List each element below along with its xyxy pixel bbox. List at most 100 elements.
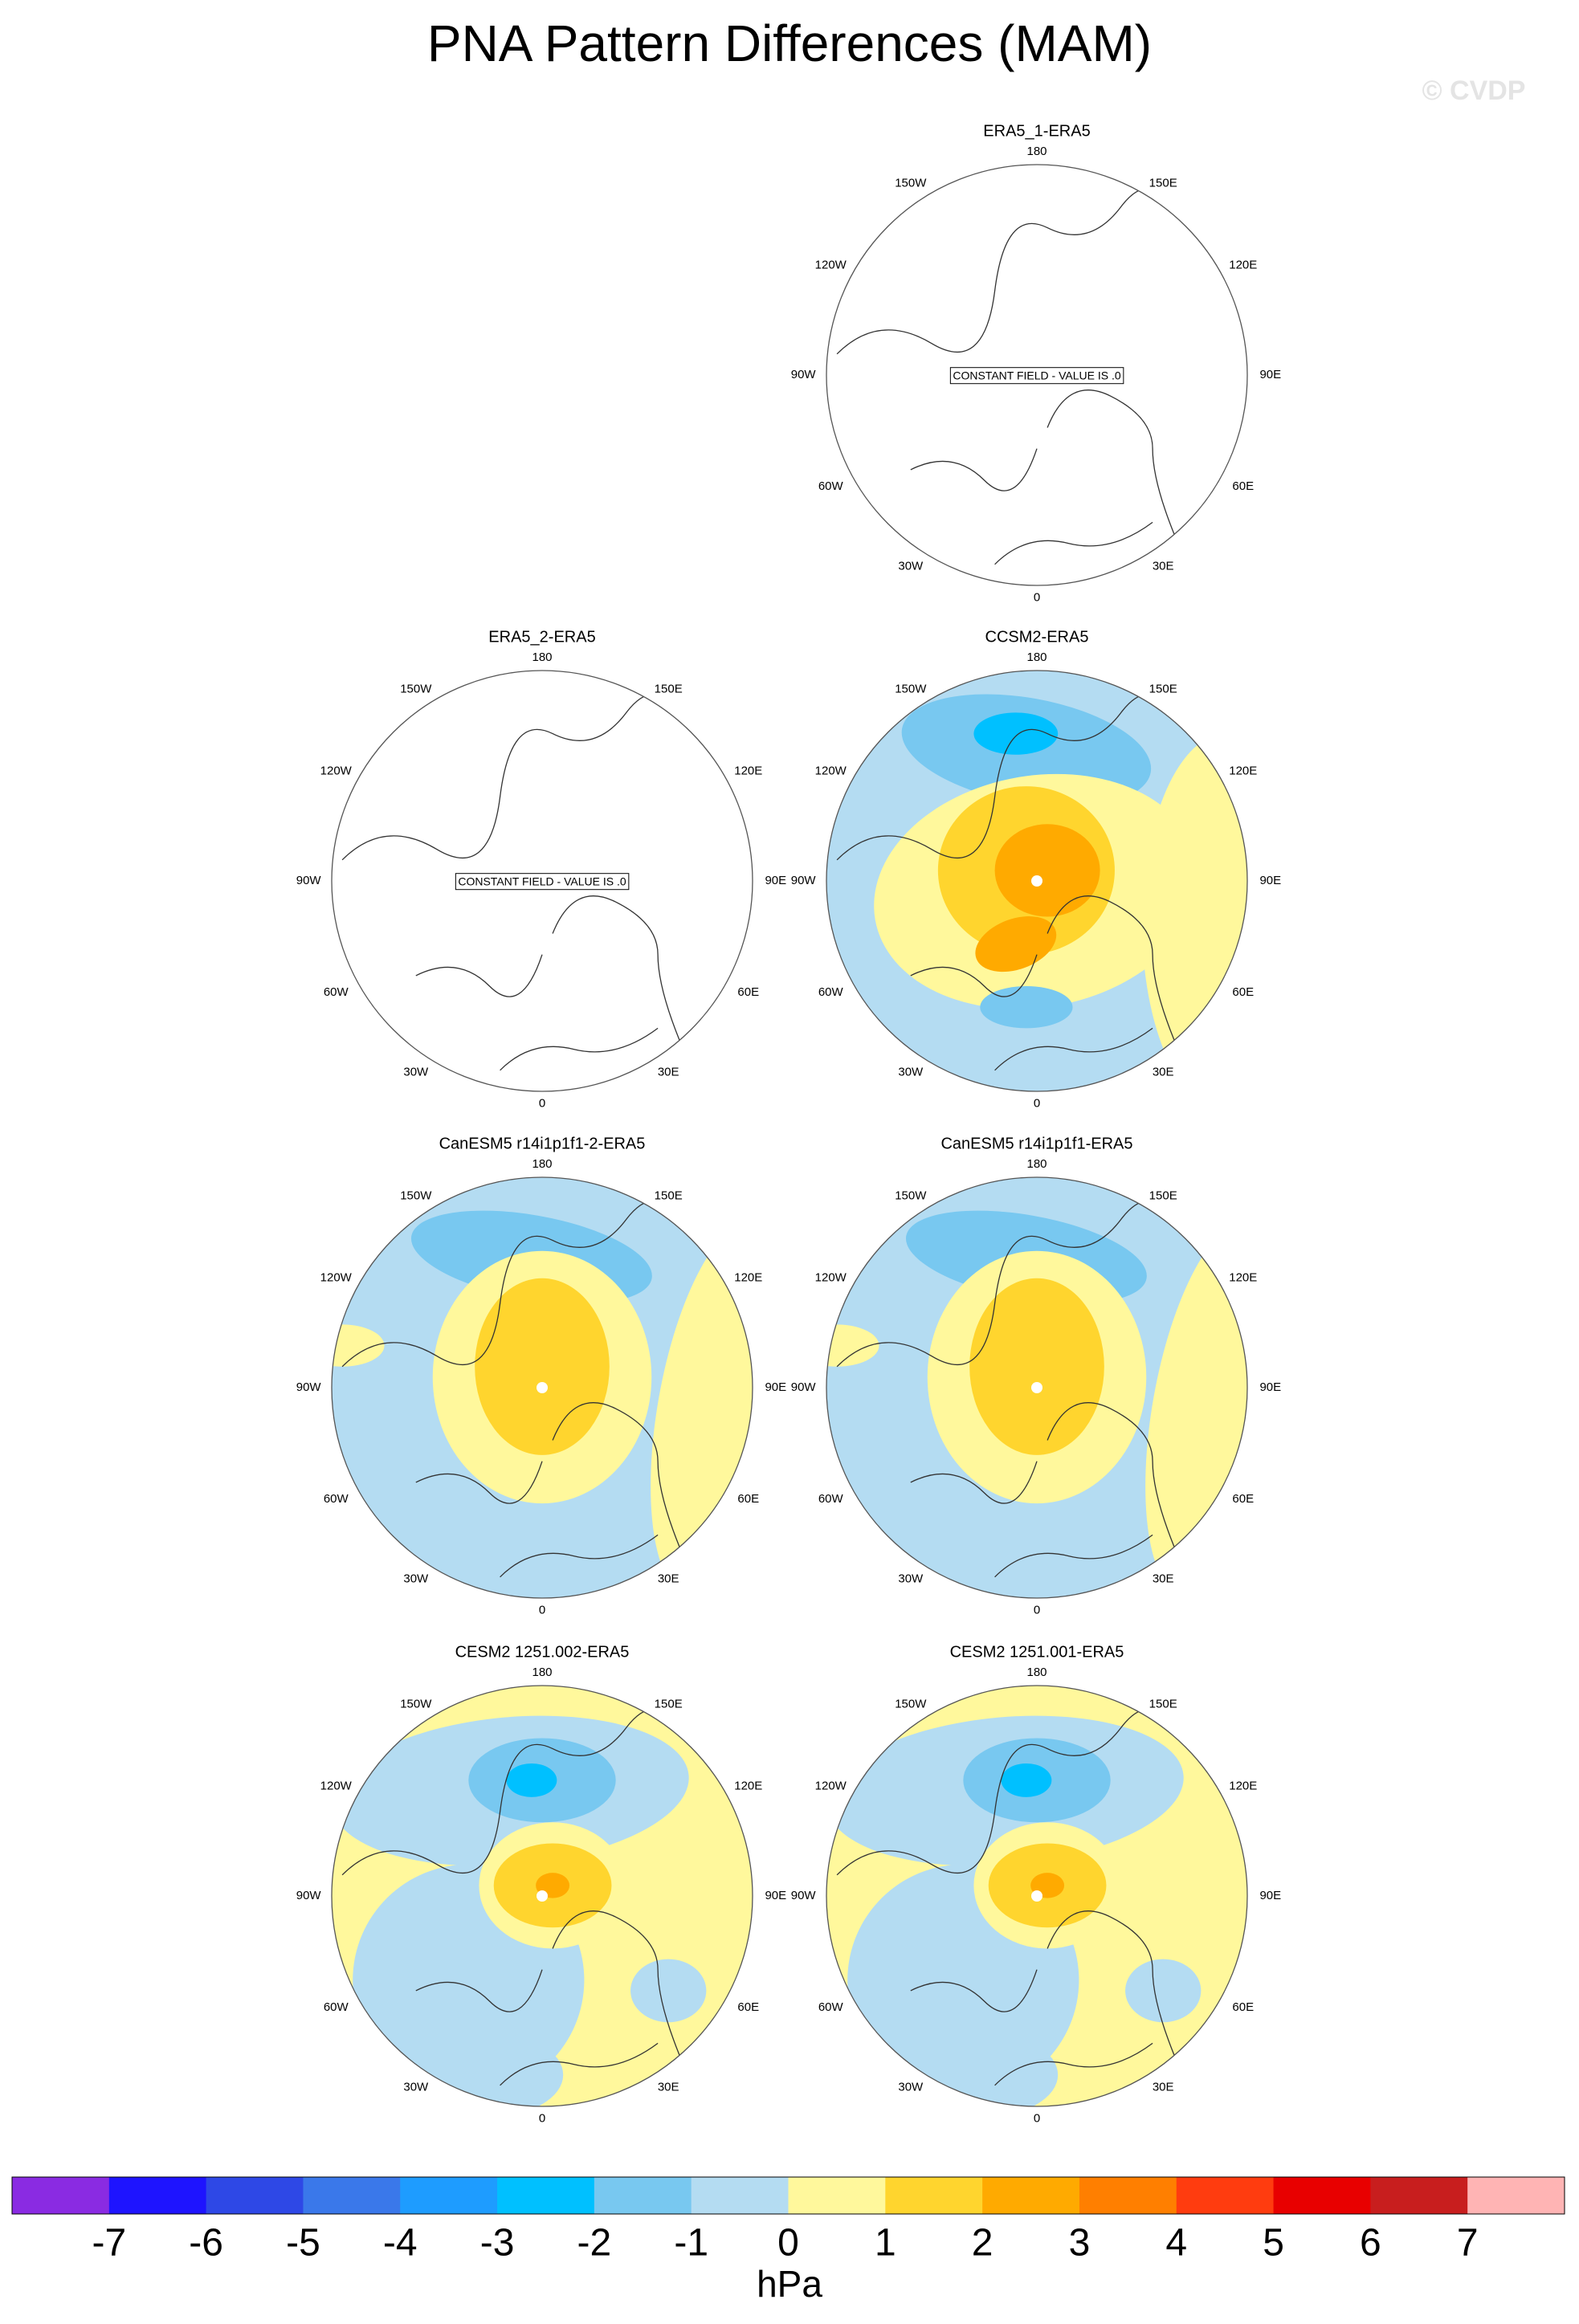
lon-label: 60E bbox=[737, 2000, 759, 2014]
colorbar-tick-label: 4 bbox=[1165, 2222, 1187, 2265]
lon-label: 150E bbox=[655, 1698, 683, 1711]
lon-label: 150W bbox=[400, 1189, 432, 1203]
lon-label: 30W bbox=[898, 1065, 924, 1078]
colorbar-box bbox=[594, 2177, 692, 2214]
lon-label: 120E bbox=[1229, 259, 1257, 272]
colorbar-tick-label: 6 bbox=[1360, 2222, 1381, 2265]
colorbar-label: hPa bbox=[757, 2263, 822, 2305]
lon-label: 90E bbox=[765, 874, 786, 887]
colorbar-tick-label: 5 bbox=[1263, 2222, 1284, 2265]
lon-label: 120E bbox=[1229, 1780, 1257, 1793]
colorbar-tick-label: 0 bbox=[777, 2222, 799, 2265]
lon-label: 90E bbox=[1259, 874, 1281, 887]
colorbar-tick-label: 7 bbox=[1457, 2222, 1479, 2265]
map-panel: CCSM2-ERA5 180 150W 150E 120W 120E 90W 90E 60W 60… bbox=[791, 628, 1281, 1110]
lon-label: 30E bbox=[1153, 1065, 1174, 1078]
lon-label: 120W bbox=[815, 1780, 847, 1793]
colorbar-tick-label: -3 bbox=[480, 2222, 515, 2265]
lon-label: 60W bbox=[818, 479, 844, 493]
lon-label: 60E bbox=[737, 985, 759, 999]
lon-label: 90W bbox=[791, 368, 817, 381]
lon-label: 60E bbox=[1232, 479, 1254, 493]
shading bbox=[332, 1177, 753, 1598]
coastline bbox=[836, 186, 1238, 585]
lon-label: 180 bbox=[532, 1157, 552, 1171]
lon-label: 120W bbox=[320, 1271, 353, 1285]
shade-region bbox=[1125, 1959, 1202, 2023]
shade-region bbox=[475, 1278, 610, 1455]
shade-region bbox=[910, 2032, 1059, 2106]
lon-label: 60W bbox=[818, 2000, 844, 2014]
shade-region bbox=[1145, 1221, 1247, 1596]
coastline bbox=[341, 691, 743, 1091]
shading bbox=[826, 671, 1247, 1091]
colorbar-box bbox=[1273, 2177, 1371, 2214]
colorbar-tick-label: 2 bbox=[972, 2222, 994, 2265]
lon-label: 150E bbox=[655, 1189, 683, 1203]
lon-label: 30W bbox=[898, 1572, 924, 1585]
lon-label: 30W bbox=[403, 1572, 429, 1585]
map-border bbox=[331, 1685, 753, 2107]
note-box bbox=[949, 367, 1124, 385]
map-panel: ERA5_2-ERA5 180 150W 150E 120W 120E 90W 90E 60W 6… bbox=[296, 628, 786, 1110]
colorbar-tick-label: -1 bbox=[674, 2222, 708, 2265]
colorbar-tick-label: -4 bbox=[383, 2222, 418, 2265]
colorbar-frame bbox=[11, 2176, 1565, 2215]
lon-label: 180 bbox=[1026, 145, 1047, 158]
shading bbox=[826, 1686, 1247, 2106]
colorbar-box bbox=[206, 2177, 304, 2214]
lon-label: 150W bbox=[895, 683, 927, 696]
lon-label: 90W bbox=[791, 1380, 817, 1394]
lon-label: 150E bbox=[655, 683, 683, 696]
figure-title: PNA Pattern Differences (MAM) bbox=[427, 14, 1152, 72]
colorbar-box bbox=[1079, 2177, 1177, 2214]
shade-region bbox=[415, 2032, 564, 2106]
shade-region bbox=[332, 1324, 385, 1367]
lon-label: 90W bbox=[296, 874, 322, 887]
lon-label: 60W bbox=[324, 1492, 349, 1506]
lon-label: 30E bbox=[1153, 1572, 1174, 1585]
panel-title: ERA5_2-ERA5 bbox=[488, 628, 595, 646]
lon-label: 60W bbox=[818, 985, 844, 999]
colorbar-box bbox=[1467, 2177, 1565, 2214]
map-border bbox=[826, 1685, 1248, 2107]
lon-label: 180 bbox=[1026, 1157, 1047, 1171]
colorbar-box bbox=[788, 2177, 886, 2214]
map-border bbox=[826, 164, 1248, 586]
panel-title: CanESM5 r14i1p1f1-ERA5 bbox=[940, 1135, 1132, 1152]
lon-label: 60E bbox=[1232, 1492, 1254, 1506]
panel-title: CanESM5 r14i1p1f1-2-ERA5 bbox=[439, 1135, 646, 1152]
lon-label: 90E bbox=[1259, 368, 1281, 381]
lon-label: 120W bbox=[320, 764, 353, 778]
colorbar-box bbox=[1176, 2177, 1275, 2214]
lon-label: 0 bbox=[1034, 1604, 1040, 1617]
map-panel: CanESM5 r14i1p1f1-2-ERA5 180 150W 150E 120W 1… bbox=[296, 1135, 786, 1617]
map-border bbox=[826, 1176, 1248, 1599]
lon-label: 120E bbox=[734, 1780, 762, 1793]
panel-title: CESM2 1251.002-ERA5 bbox=[455, 1643, 630, 1661]
note-box bbox=[455, 873, 630, 891]
map-panel: CanESM5 r14i1p1f1-ERA5 180 150W 150E 120W 120… bbox=[791, 1135, 1281, 1617]
lon-label: 180 bbox=[532, 650, 552, 664]
lon-label: 150W bbox=[400, 1698, 432, 1711]
lon-label: 150W bbox=[895, 1189, 927, 1203]
lon-label: 30W bbox=[898, 2080, 924, 2094]
colorbar-tick-label: -6 bbox=[189, 2222, 223, 2265]
lon-label: 120E bbox=[1229, 1271, 1257, 1285]
colorbar-box bbox=[982, 2177, 1080, 2214]
shade-region bbox=[973, 712, 1059, 755]
map-border bbox=[331, 1176, 753, 1599]
lon-label: 180 bbox=[532, 1666, 552, 1679]
coastline bbox=[836, 1706, 1238, 2106]
colorbar-tick-label: 3 bbox=[1069, 2222, 1091, 2265]
shade-region bbox=[651, 1221, 753, 1596]
lon-label: 120W bbox=[815, 259, 847, 272]
lon-label: 150E bbox=[1149, 1698, 1177, 1711]
lon-label: 60E bbox=[737, 1492, 759, 1506]
lon-label: 60W bbox=[818, 1492, 844, 1506]
lon-label: 30E bbox=[658, 1065, 679, 1078]
colorbar-box bbox=[400, 2177, 498, 2214]
lon-label: 30W bbox=[403, 1065, 429, 1078]
map-panel: CESM2 1251.002-ERA5 180 150W 150E 120W 120E 90… bbox=[296, 1643, 786, 2125]
